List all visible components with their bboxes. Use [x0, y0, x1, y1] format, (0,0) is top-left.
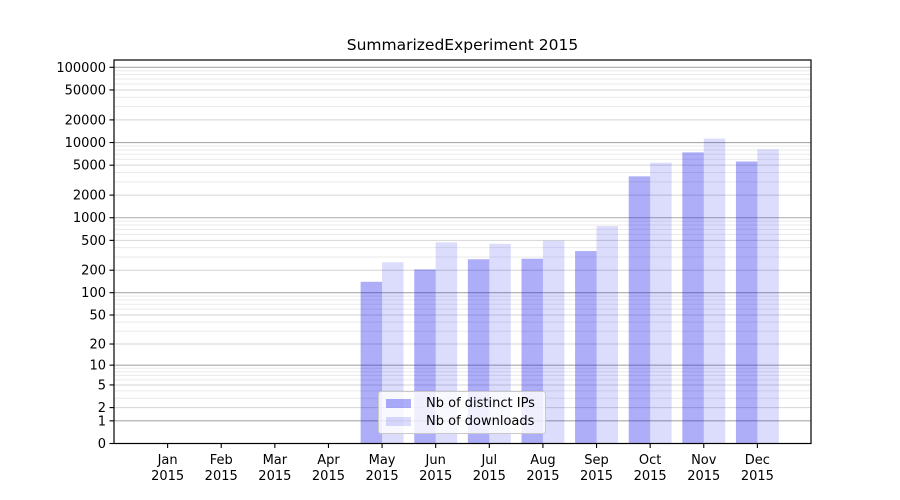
x-tick-label-year: 2015	[312, 469, 345, 484]
x-tick-label-year: 2015	[205, 469, 238, 484]
x-tick-label-month: Apr	[317, 453, 340, 468]
x-tick-label-month: Dec	[745, 453, 770, 468]
y-tick-label: 200	[81, 264, 106, 279]
bar-downloads-dec	[757, 149, 779, 444]
y-tick-label: 50000	[65, 83, 106, 98]
x-tick-label-year: 2015	[634, 469, 667, 484]
y-tick-label: 10	[89, 359, 106, 374]
y-tick-label: 1000	[73, 211, 106, 226]
bar-downloads-aug	[542, 240, 565, 444]
x-tick-label-month: Feb	[210, 453, 233, 468]
y-tick-label: 2	[98, 401, 106, 416]
bar-downloads-sep	[596, 226, 618, 444]
y-tick-label: 5000	[73, 159, 106, 174]
x-tick-label-month: Aug	[530, 453, 555, 468]
bar-distinct-ips-oct	[628, 176, 651, 444]
plot-box-spines	[113, 59, 812, 445]
x-tick-label-month: May	[369, 453, 396, 468]
legend-label-distinct-ips: Nb of distinct IPs	[426, 396, 535, 411]
y-tick-label: 500	[81, 234, 106, 249]
x-tick-label-month: Jun	[425, 453, 446, 468]
y-tick-label: 0	[98, 437, 106, 452]
bar-distinct-ips-nov	[682, 152, 704, 444]
bar-distinct-ips-may	[360, 281, 383, 444]
y-tick-label: 2000	[73, 189, 106, 204]
x-tick-label-year: 2015	[473, 469, 506, 484]
y-tick-label: 100000	[56, 61, 106, 76]
y-tick-label: 10000	[65, 136, 106, 151]
legend-swatch-distinct-ips-icon	[386, 399, 411, 408]
y-tick-label: 20	[89, 338, 106, 353]
x-tick-label-year: 2015	[580, 469, 613, 484]
y-tick-label: 5	[98, 378, 106, 393]
x-tick-label-year: 2015	[741, 469, 774, 484]
y-tick-label: 100	[81, 286, 106, 301]
legend: Nb of distinct IPs Nb of downloads	[378, 391, 546, 434]
bar-distinct-ips-sep	[575, 251, 597, 444]
bar-downloads-nov	[703, 138, 726, 444]
legend-label-downloads: Nb of downloads	[426, 414, 535, 429]
x-tick-label-month: Sep	[584, 453, 609, 468]
x-tick-label-month: Nov	[691, 453, 717, 468]
x-tick-label-month: Mar	[263, 453, 288, 468]
y-tick-label: 1	[98, 414, 106, 429]
x-tick-label-year: 2015	[366, 469, 399, 484]
chart-title: SummarizedExperiment 2015	[346, 36, 579, 54]
y-tick-label: 20000	[65, 113, 106, 128]
x-tick-label-year: 2015	[419, 469, 452, 484]
x-tick-label-year: 2015	[526, 469, 559, 484]
legend-item-downloads: Nb of downloads	[386, 414, 535, 429]
bar-distinct-ips-dec	[735, 161, 758, 444]
x-tick-label-month: Jan	[157, 453, 178, 468]
x-tick-label-year: 2015	[687, 469, 720, 484]
bar-downloads-oct	[650, 162, 672, 444]
y-tick-label: 50	[89, 309, 106, 324]
x-tick-label-year: 2015	[258, 469, 291, 484]
x-tick-label-month: Jul	[480, 453, 497, 468]
legend-swatch-downloads-icon	[386, 417, 411, 426]
x-tick-label-year: 2015	[151, 469, 184, 484]
legend-item-distinct-ips: Nb of distinct IPs	[386, 396, 535, 411]
x-tick-label-month: Oct	[639, 453, 661, 468]
